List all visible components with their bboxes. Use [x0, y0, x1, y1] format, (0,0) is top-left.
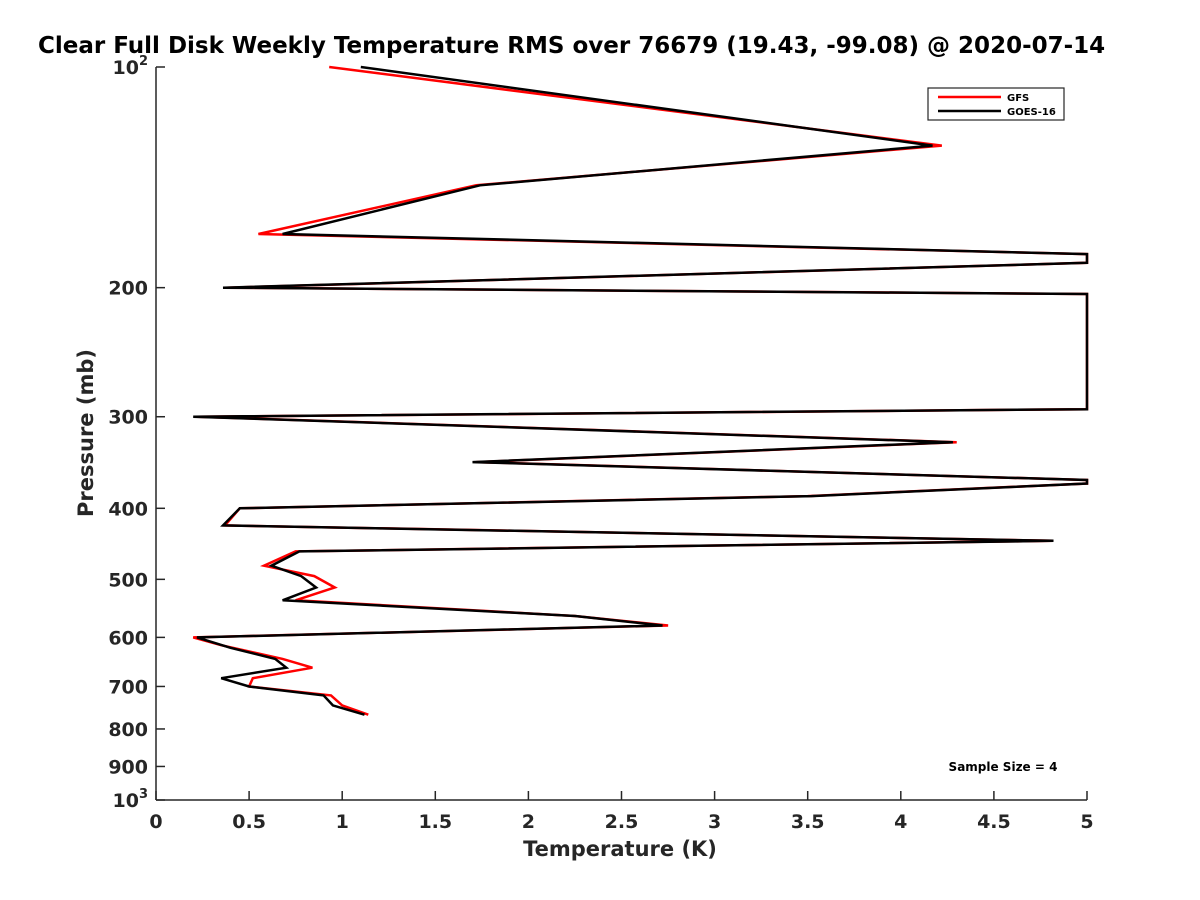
- legend-box: [927, 87, 1065, 121]
- x-tick-label: 2.5: [605, 811, 639, 833]
- x-tick-label: 3: [708, 811, 721, 833]
- x-tick-label: 1.5: [418, 811, 452, 833]
- y-ticks: 102 200 300 400 500 600 700 800 900 103: [108, 54, 165, 812]
- y-axis-label: Pressure (mb): [74, 349, 98, 517]
- x-tick-label: 2: [522, 811, 535, 833]
- y-tick-label: 500: [108, 569, 148, 591]
- y-tick-label: 400: [108, 498, 148, 520]
- legend: GFS GOES-16: [927, 87, 1065, 121]
- y-tick-label: 300: [108, 407, 148, 429]
- series-layer: [192, 65, 1089, 716]
- y-tick-label: 200: [108, 278, 148, 300]
- sample-size-annotation: Sample Size = 4: [949, 760, 1058, 774]
- series-line-gfs: [192, 65, 1089, 716]
- x-tick-label: 4: [894, 811, 907, 833]
- y-tick-label: 700: [108, 676, 148, 698]
- x-tick-label: 0.5: [232, 811, 266, 833]
- plot-area: 0 0.5 1 1.5 2 2.5 3 3.5 4 4.5 5 102 200 300 400 500 600…: [108, 54, 1093, 833]
- y-tick-label: 103: [113, 787, 149, 812]
- legend-label-goes16: GOES-16: [1007, 107, 1056, 118]
- y-tick-label: 600: [108, 627, 148, 649]
- series-line-goes16: [193, 65, 1089, 716]
- legend-label-gfs: GFS: [1007, 93, 1029, 104]
- y-tick-label: 900: [108, 756, 148, 778]
- y-tick-label: 800: [108, 719, 148, 741]
- x-tick-label: 5: [1080, 811, 1093, 833]
- y-tick-label: 102: [113, 54, 149, 79]
- x-tick-label: 0: [149, 811, 162, 833]
- chart-title: Clear Full Disk Weekly Temperature RMS o…: [38, 33, 1105, 59]
- x-tick-label: 1: [336, 811, 349, 833]
- x-tick-label: 4.5: [977, 811, 1011, 833]
- x-tick-label: 3.5: [791, 811, 825, 833]
- x-ticks: 0 0.5 1 1.5 2 2.5 3 3.5 4 4.5 5: [149, 791, 1094, 833]
- x-axis-label: Temperature (K): [523, 837, 717, 861]
